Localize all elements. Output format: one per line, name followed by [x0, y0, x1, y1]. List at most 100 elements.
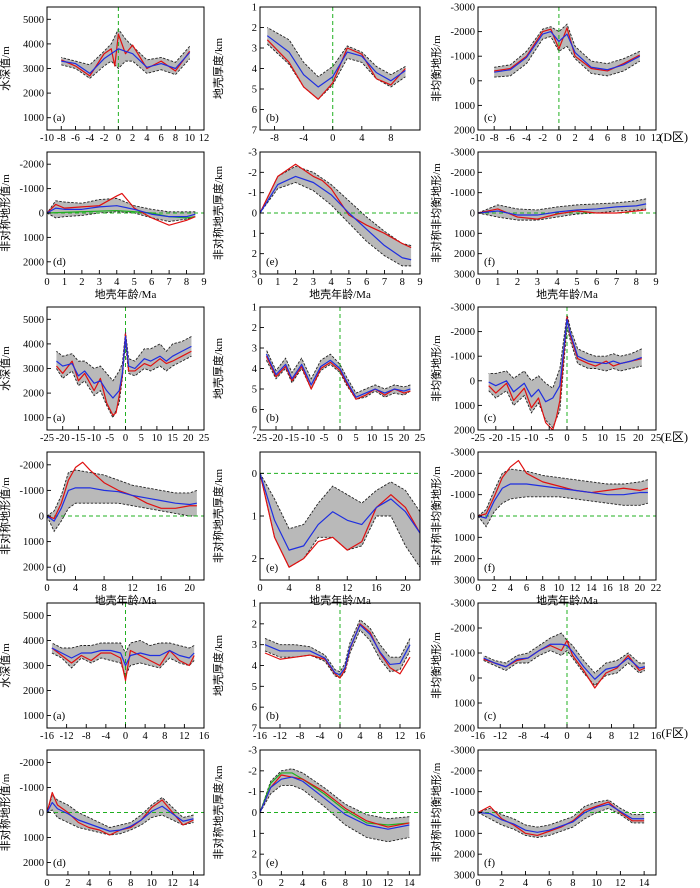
band-upper-edge	[61, 58, 191, 79]
series-mean	[56, 335, 192, 399]
x-tick-label: -4	[540, 731, 549, 742]
x-tick-label: 5	[353, 433, 358, 444]
y-tick-label: 2000	[23, 563, 44, 574]
x-tick-label: 25	[415, 433, 426, 444]
y-tick-label: -3000	[451, 448, 476, 459]
panel-f-e: 024681012143210-1-2-3非对称地壳厚度/km地壳年龄/Ma(e…	[211, 746, 421, 888]
x-tick-label: 12	[342, 583, 353, 594]
x-tick-label: 16	[602, 583, 613, 594]
x-tick-label: 20	[633, 433, 644, 444]
x-tick-label: 14	[586, 583, 597, 594]
band-upper-edge	[488, 326, 642, 429]
x-tick-label: 6	[107, 878, 112, 888]
y-tick-label: 2000	[454, 426, 475, 437]
y-tick-label: 4	[252, 661, 258, 672]
x-tick-label: 1	[275, 277, 280, 288]
x-tick-label: 0	[257, 583, 262, 594]
series-mean	[266, 35, 406, 88]
x-tick-label: 8	[634, 277, 639, 288]
region-tag-f: (F区)	[661, 726, 688, 740]
band-lower-edge	[478, 799, 645, 828]
series-mean	[61, 48, 191, 75]
y-tick-label: -2000	[451, 766, 476, 777]
x-tick-label: 5	[346, 277, 351, 288]
band-upper-edge	[47, 809, 194, 836]
plot-area	[47, 192, 204, 226]
x-tick-label: 0	[556, 133, 561, 144]
y-tick-label: 1	[252, 599, 257, 610]
panel-f-c: -16 -12 -8 -4 0 4 8 12 16 2000 1000 0 -1000 -2000 -300…	[430, 599, 661, 743]
y-tick-label: -2000	[451, 27, 476, 38]
x-axis-title: 地壳年龄/Ma	[536, 287, 598, 301]
y-tick-label: 1000	[23, 113, 44, 124]
x-tick-label: 2	[572, 133, 577, 144]
y-tick-label: 4	[252, 364, 258, 375]
band-lower-edge	[478, 468, 649, 517]
panel-e-d: 0 4 8 12 16 20200010000-1000-2000非对称地形值/m地壳年龄…	[0, 451, 205, 607]
series-mean	[264, 624, 411, 676]
x-tick-label: 25	[199, 433, 210, 444]
y-tick-label: 1000	[23, 413, 44, 424]
plot-area	[478, 198, 656, 221]
x-tick-label: -12	[60, 731, 74, 742]
band-lower-edge	[264, 618, 411, 673]
y-tick-label: 3000	[23, 64, 44, 75]
series-observed	[47, 461, 197, 520]
band-upper-edge	[47, 502, 197, 533]
x-tick-label: 6	[364, 277, 369, 288]
plot-area	[494, 7, 641, 130]
x-tick-label: 3	[97, 277, 102, 288]
x-tick-label: 8	[162, 731, 167, 742]
x-tick-label: 2	[492, 583, 497, 594]
band-lower-edge	[267, 27, 406, 78]
plot-frame	[477, 6, 657, 131]
x-tick-label: -5	[105, 433, 114, 444]
panel-e-f: 0 2 4 6 8 10 12 14 16 18 20 22 3000 2000 1000 0 -1000 -20…	[429, 448, 661, 608]
plot-area	[483, 603, 646, 728]
x-tick-label: 15	[615, 433, 626, 444]
y-tick-label: 0	[39, 512, 44, 523]
x-tick-label: -10	[40, 133, 54, 144]
y-tick-label: 0	[470, 674, 475, 685]
series-observed	[51, 647, 195, 682]
x-tick-label: 2	[279, 878, 284, 888]
y-axis-title: 水深值/m	[0, 643, 12, 688]
y-tick-label: 2000	[454, 850, 475, 861]
y-axis-title: 地壳厚度/km	[211, 635, 225, 697]
x-tick-label: 6	[547, 878, 552, 888]
y-axis-title: 地壳厚度/km	[211, 38, 225, 100]
x-tick-label: 10	[152, 433, 163, 444]
x-tick-label: 16	[156, 583, 167, 594]
x-tick-label: 4	[508, 583, 514, 594]
x-tick-label: 0	[257, 878, 262, 888]
panel-tag: (f)	[484, 256, 495, 268]
y-axis-title: 非均衡地形/m	[430, 632, 443, 699]
x-tick-label: 9	[417, 277, 422, 288]
y-tick-label: 1	[252, 829, 257, 840]
y-tick-label: 2000	[454, 249, 475, 260]
x-tick-label: 15	[167, 433, 178, 444]
y-tick-label: -1000	[451, 490, 476, 501]
series-observed	[265, 355, 411, 400]
panel-tag: (a)	[53, 710, 66, 722]
y-tick-label: 1000	[23, 833, 44, 844]
x-tick-label: 6	[321, 878, 326, 888]
x-tick-label: 4	[357, 731, 363, 742]
x-tick-label: 0	[123, 731, 128, 742]
panel-d-f: 0 1 2 3 4 5 6 7 8 9 3000 2000 1000 0 -1000 -2000 -3000 非对…	[429, 148, 659, 302]
panel-f-a: -16 -12 -8 -4 0 4 8 12 16 5000 4000 3000 2000 1000 水深值…	[0, 602, 209, 742]
panel-tag: (d)	[53, 256, 66, 268]
x-tick-label: -25	[471, 433, 485, 444]
series-mean	[47, 205, 196, 218]
x-tick-label: 9	[653, 277, 658, 288]
band-lower-edge	[488, 314, 642, 389]
series-observed	[488, 316, 642, 430]
x-tick-label: 0	[337, 731, 342, 742]
x-tick-label: -15	[71, 433, 85, 444]
panel-d-a: -10 -8 -6 -4 -2 0 2 4 6 8 10 12 5000 4000 3000 2000 1000…	[0, 6, 209, 144]
y-tick-label: 3	[252, 270, 257, 281]
uncertainty-band	[266, 350, 411, 400]
y-axis-title: 非均衡地形/m	[430, 335, 443, 402]
